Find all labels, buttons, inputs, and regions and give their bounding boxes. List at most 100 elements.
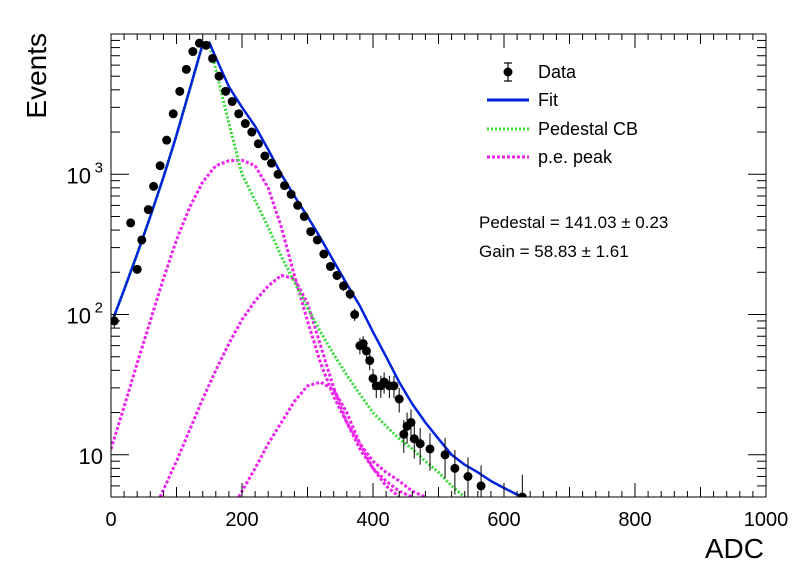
data-marker	[389, 381, 399, 391]
data-marker	[306, 227, 316, 237]
data-marker	[208, 53, 218, 63]
data-point	[286, 189, 296, 199]
data-marker	[350, 310, 360, 320]
data-point	[319, 249, 329, 259]
data-marker	[325, 261, 335, 271]
legend-item-data: Data	[503, 62, 577, 82]
data-marker	[361, 346, 371, 356]
legend-label-pedestal: Pedestal CB	[538, 119, 638, 139]
y-tick-label: 10	[67, 304, 91, 329]
data-marker	[214, 71, 224, 81]
annotation-gain: Gain = 58.83 ± 1.61	[479, 242, 629, 261]
data-marker	[273, 169, 283, 179]
data-point	[476, 465, 486, 497]
data-marker	[450, 463, 460, 473]
data-point	[168, 109, 178, 119]
data-point	[332, 270, 342, 281]
data-point	[440, 437, 450, 479]
data-point	[143, 205, 153, 215]
data-point	[201, 40, 211, 50]
data-point	[181, 64, 191, 74]
x-tick-label: 200	[225, 509, 258, 531]
data-marker	[406, 417, 416, 427]
data-point	[517, 474, 527, 497]
data-point	[389, 375, 399, 398]
legend-label-pe-peak: p.e. peak	[538, 147, 613, 167]
data-marker	[299, 211, 309, 221]
data-marker	[240, 119, 250, 129]
data-point	[240, 119, 250, 129]
pe-peak-curve-1	[111, 158, 429, 497]
x-tick-label: 1000	[744, 509, 789, 531]
data-marker	[312, 235, 322, 245]
data-point	[273, 169, 283, 179]
data-marker	[339, 281, 349, 291]
pe-peak-curve-2	[158, 273, 413, 497]
data-point	[221, 86, 231, 96]
data-marker	[260, 151, 270, 161]
data-point	[361, 343, 371, 360]
data-point	[345, 289, 355, 300]
data-point	[155, 161, 165, 171]
data-marker	[234, 109, 244, 119]
data-marker	[168, 109, 178, 119]
data-marker	[394, 394, 404, 404]
data-marker	[368, 373, 378, 383]
data-point	[299, 211, 309, 221]
data-marker	[280, 181, 290, 191]
data-marker	[227, 97, 237, 107]
data-point	[350, 308, 360, 321]
legend-marker-data	[503, 67, 513, 77]
data-point	[266, 158, 276, 168]
data-marker	[476, 481, 486, 491]
data-point	[137, 235, 147, 245]
data-point	[415, 428, 425, 465]
data-marker	[440, 450, 450, 460]
data-marker	[345, 289, 355, 299]
x-tick-label: 400	[356, 509, 389, 531]
x-tick-label: 800	[618, 509, 651, 531]
data-point	[247, 127, 257, 137]
data-marker	[332, 270, 342, 280]
fit-curve	[111, 41, 528, 497]
data-marker	[247, 127, 257, 137]
data-point	[325, 261, 335, 271]
y-tick-exponent: 3	[95, 159, 103, 176]
data-marker	[319, 249, 329, 259]
curves-layer	[111, 41, 528, 497]
y-tick-exponent: 2	[95, 300, 103, 317]
data-point	[253, 139, 263, 149]
data-point	[234, 109, 244, 119]
data-marker	[221, 86, 231, 96]
data-marker	[175, 86, 185, 96]
y-tick-label: 10	[67, 163, 91, 188]
x-tick-label: 0	[105, 509, 116, 531]
y-axis-label: Events	[21, 33, 52, 119]
data-marker	[286, 189, 296, 199]
legend: Data Fit Pedestal CB p.e. peak	[487, 62, 638, 167]
data-point	[214, 71, 224, 81]
data-marker	[425, 444, 435, 454]
data-point	[450, 450, 460, 495]
annotation-pedestal: Pedestal = 141.03 ± 0.23	[479, 213, 668, 232]
data-point	[339, 281, 349, 292]
legend-item-fit: Fit	[487, 90, 558, 110]
data-point	[365, 352, 375, 371]
data-point	[175, 86, 185, 96]
data-marker	[149, 181, 159, 191]
data-marker	[358, 339, 368, 349]
data-point	[188, 47, 198, 57]
data-point	[312, 235, 322, 245]
data-marker	[188, 47, 198, 57]
data-marker	[155, 161, 165, 171]
data-marker	[253, 139, 263, 149]
data-marker	[463, 472, 473, 482]
data-point	[260, 151, 270, 161]
data-marker	[126, 218, 136, 228]
data-point	[293, 200, 303, 210]
data-point	[394, 387, 404, 413]
pe-peak-curve-3	[237, 380, 401, 497]
